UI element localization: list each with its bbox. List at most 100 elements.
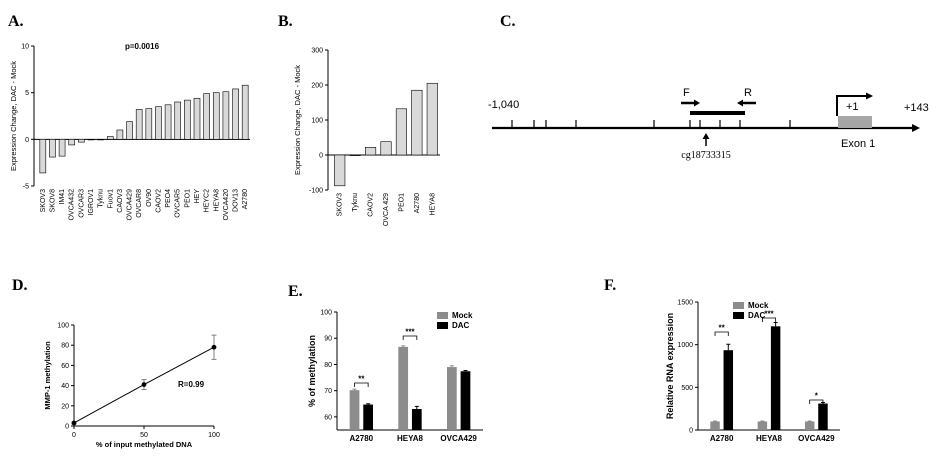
b-bar: [349, 154, 361, 156]
e-bar-dac: [460, 371, 471, 430]
d-y-tick-label: 20: [61, 403, 69, 410]
d-x-axis-label: % of input methylated DNA: [96, 440, 193, 449]
chart-e: 60 70 80 90 100 ** A2780 *** HEYA8 OVCA429 MockDAC…: [307, 310, 483, 443]
e-significance-bracket: [354, 382, 369, 387]
tss-arrow: [836, 95, 866, 116]
e-legend-swatch-dac: [437, 322, 448, 329]
e-significance-stars: **: [358, 375, 365, 384]
f-x-tick-label: A2780: [710, 434, 734, 443]
a-x-tick-label: CAOV2: [155, 189, 162, 213]
a-x-tick-label: DOV13: [233, 189, 240, 212]
d-y-tick-label: 60: [61, 363, 69, 370]
e-y-tick-label: 60: [324, 414, 332, 421]
b-y-tick-label: 200: [311, 83, 323, 90]
f-y-tick-label: 500: [681, 385, 693, 392]
a-bar: [58, 139, 66, 157]
a-bar: [87, 139, 95, 141]
d-r-value: R=0.99: [178, 380, 205, 389]
cpg-label: cg18733315: [681, 150, 730, 161]
e-bar-dac: [363, 404, 374, 430]
a-bar: [68, 139, 76, 146]
e-significance-bracket: [402, 335, 418, 340]
f-x-tick-label: HEYA8: [756, 434, 782, 443]
d-x-tick-label: 100: [208, 432, 220, 439]
a-y-tick-label: -5: [23, 184, 29, 191]
d-x-tick-label: 0: [72, 432, 76, 439]
e-significance-stars: ***: [405, 328, 415, 337]
b-x-tick-label: SKOV3: [337, 193, 344, 216]
a-bar: [212, 92, 220, 140]
a-x-tick-label: OV90: [146, 189, 153, 207]
b-y-tick-label: 0: [319, 153, 323, 160]
f-significance-stars: ***: [764, 310, 774, 319]
a-p-value: p=0.0016: [125, 42, 160, 51]
a-x-tick-label: SKOV3: [40, 189, 47, 212]
f-bar-mock: [710, 421, 720, 430]
a-y-axis-label: Expression Change, DAC - Mock: [9, 61, 18, 171]
a-x-tick-label: OVCAR3: [78, 189, 85, 218]
d-point: [141, 382, 147, 387]
d-y-tick-label: 100: [57, 323, 69, 330]
cpg-site-ticks: [511, 120, 791, 128]
b-bar: [334, 154, 346, 187]
e-x-tick-label: A2780: [350, 434, 374, 443]
amplicon-bar: [690, 111, 745, 115]
f-significance-bracket: [809, 399, 824, 404]
a-bar: [145, 108, 153, 140]
b-x-tick-label: PEO1: [398, 193, 405, 212]
a-y-tick-label: 5: [25, 90, 29, 97]
reverse-primer-label: R: [744, 87, 752, 99]
a-x-tick-label: OVCAR5: [175, 189, 182, 218]
a-bar: [241, 84, 249, 140]
panel-label-f: F.: [604, 277, 616, 294]
a-x-tick-label: HEY: [194, 189, 201, 204]
a-y-tick-label: 10: [21, 44, 29, 51]
f-significance-stars: **: [719, 324, 726, 333]
gene-map: -1,040 +143 F R +1 cg18733315 Exon 1: [488, 87, 929, 161]
e-y-axis-label: % of methylation: [307, 335, 317, 407]
a-bar: [203, 93, 210, 140]
b-bar: [380, 141, 392, 156]
a-x-tick-label: OVCA429: [127, 189, 134, 221]
a-bar: [116, 129, 124, 140]
e-legend-label-mock: Mock: [452, 311, 473, 320]
e-bar-mock: [446, 367, 457, 430]
e-y-tick-label: 70: [324, 388, 332, 395]
gene-axis-arrowhead: [912, 124, 920, 132]
f-legend-label-dac: DAC: [748, 311, 766, 320]
chart-b: -100 0 100 200 300 SKOV3 Tyknu CAOV2 OVCA 429 PEO…: [293, 48, 440, 226]
chart-f: 0 500 1000 1500 ** A2780 *** HEYA8 * OVCA429 MockD…: [665, 300, 840, 443]
b-y-tick-label: 300: [311, 48, 323, 55]
a-x-tick-label: PEO4: [165, 189, 172, 208]
a-bar: [39, 139, 47, 174]
b-bar: [365, 147, 377, 156]
d-x-tick-label: 50: [140, 432, 148, 439]
b-bar: [426, 82, 438, 156]
d-point: [211, 344, 217, 350]
a-bar: [49, 139, 56, 158]
b-y-tick-label: -100: [309, 188, 323, 195]
a-x-tick-label: Tyknu: [98, 189, 105, 208]
a-x-tick-label: Fuov1: [107, 189, 114, 209]
e-x-tick-label: OVCA429: [440, 434, 477, 443]
f-bar-dac: [770, 326, 781, 430]
a-x-tick-label: HEYC2: [204, 189, 211, 212]
f-legend-swatch-mock: [733, 302, 744, 309]
b-bar: [395, 108, 407, 156]
a-bar: [155, 106, 162, 140]
f-legend-swatch-dac: [733, 312, 744, 319]
a-x-tick-label: HEYA8: [213, 189, 220, 212]
d-y-axis-label: MMP-1 methylation: [43, 341, 52, 410]
b-x-tick-label: A2780: [414, 193, 421, 213]
a-y-tick-label: 0: [25, 137, 29, 144]
d-y-tick-label: 40: [61, 383, 69, 390]
d-point: [71, 420, 77, 426]
a-x-tick-label: OVCA432: [69, 189, 76, 221]
panel-label-c: C.: [500, 13, 516, 30]
e-y-tick-label: 90: [324, 336, 332, 343]
a-bar: [135, 109, 143, 140]
a-bar: [126, 121, 133, 140]
f-bar-mock: [804, 421, 815, 430]
e-y-tick-label: 80: [324, 362, 332, 369]
